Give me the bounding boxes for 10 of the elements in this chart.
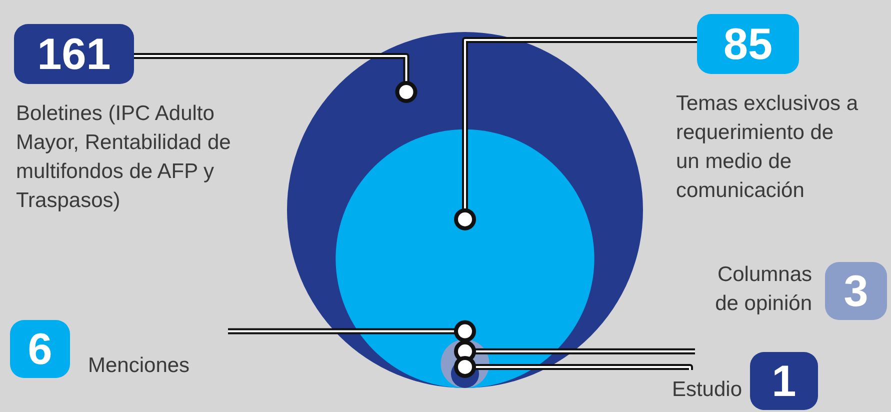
data-label: 3: [844, 267, 868, 316]
category-label: Menciones: [88, 354, 190, 377]
category-label: Boletines (IPC Adulto Mayor, Rentabilidad de multifondos de AFP y Traspasos): [16, 102, 231, 212]
data-label: 161: [37, 30, 111, 79]
category-label: Columnas de opinión: [715, 263, 812, 315]
data-label: 6: [28, 325, 52, 374]
data-label: 85: [724, 20, 772, 69]
category-label: Estudio: [672, 378, 742, 401]
data-label: 1: [772, 357, 796, 406]
category-label: Temas exclusivos a requerimiento de un medio de comunicación: [676, 92, 858, 202]
